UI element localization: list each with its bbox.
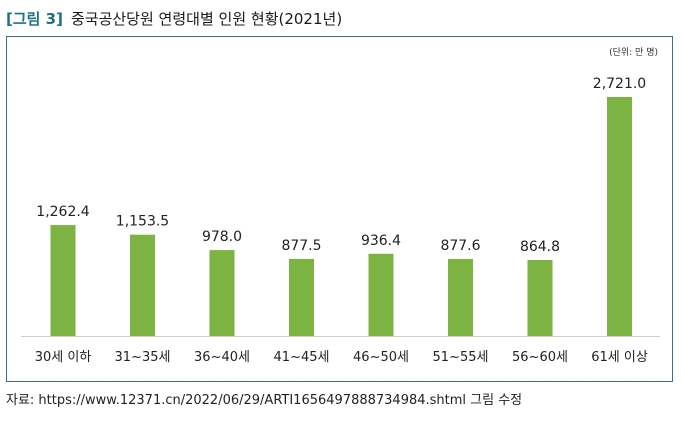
figure-title: 중국공산당원 연령대별 인원 현황(2021년) [70, 9, 343, 28]
value-label-3: 978.0 [202, 229, 242, 245]
bar-4 [289, 258, 314, 336]
value-label-4: 877.5 [281, 238, 321, 254]
unit-label: (단위: 만 명) [609, 48, 658, 58]
category-label-3: 36~40세 [194, 350, 250, 365]
value-label-6: 877.6 [440, 238, 480, 254]
category-label-6: 51~55세 [433, 350, 489, 365]
bar-3 [209, 250, 235, 336]
category-label-1: 30세 이하 [35, 350, 92, 365]
category-label-8: 61세 이상 [591, 350, 648, 365]
value-label-8: 2,721.0 [593, 76, 646, 92]
category-label-4: 41~45세 [274, 350, 330, 365]
value-label-7: 864.8 [520, 239, 560, 255]
bar-8 [607, 97, 632, 336]
value-label-1: 1,262.4 [36, 204, 90, 220]
bar-2 [130, 234, 155, 336]
source-note: 자료: https://www.12371.cn/2022/06/29/ARTI… [6, 393, 523, 408]
category-label-7: 56~60세 [512, 350, 568, 365]
value-label-2: 1,153.5 [116, 214, 169, 230]
figure-title-row: [그림 3] 중국공산당원 연령대별 인원 현황(2021년) [6, 6, 342, 30]
category-label-5: 46~50세 [353, 350, 409, 365]
bar-1 [50, 225, 76, 336]
bar-6 [448, 258, 473, 336]
chart-frame: (단위: 만 명) 1,262.4 30세 이하 1,153.5 31~35세 978.… [6, 36, 673, 382]
bar-chart: 1,262.4 30세 이하 1,153.5 31~35세 978.0 36~40세 877… [21, 76, 660, 365]
category-label-2: 31~35세 [115, 350, 171, 365]
value-label-5: 936.4 [361, 233, 401, 249]
bar-5 [368, 253, 394, 336]
figure-label: [그림 3] [6, 9, 63, 28]
bar-7 [527, 260, 553, 336]
